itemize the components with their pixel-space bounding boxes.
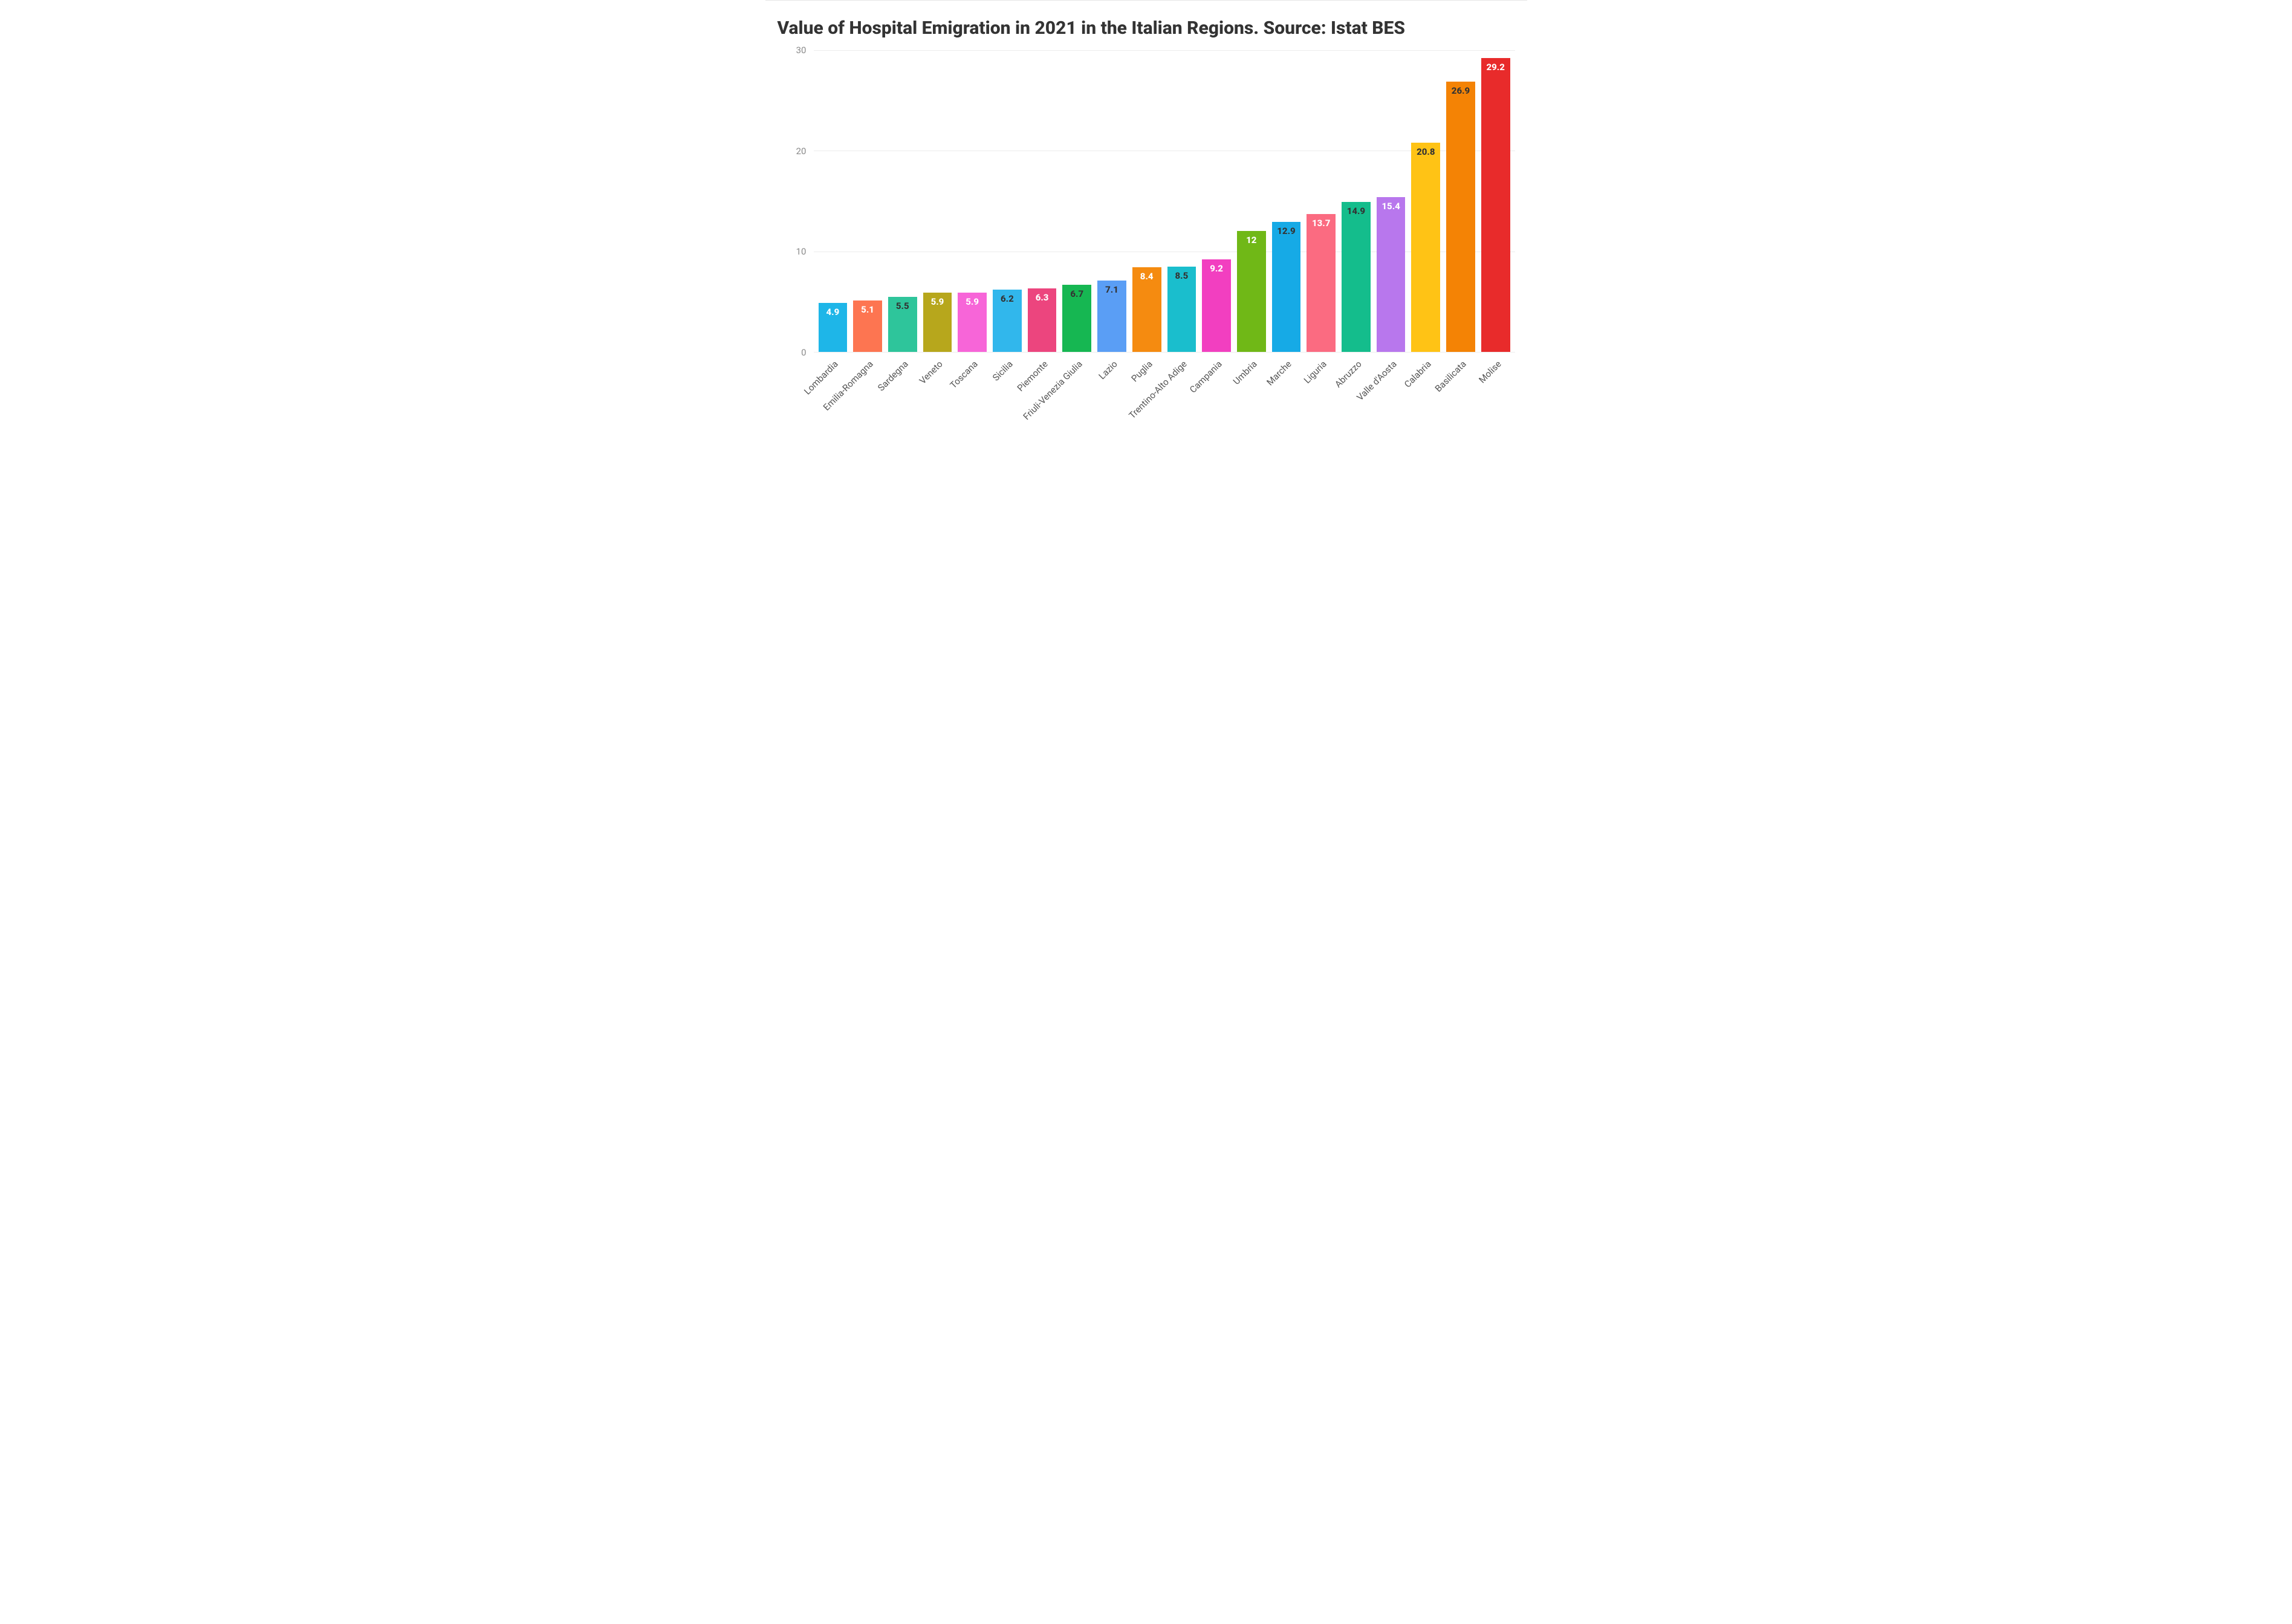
bar-slot: 5.9 (958, 50, 987, 352)
bar-value-label: 20.8 (1417, 146, 1435, 157)
bar: 5.1 (853, 300, 882, 352)
chart-title: Value of Hospital Emigration in 2021 in … (778, 18, 1515, 39)
bar-slot: 12.9 (1272, 50, 1301, 352)
bar: 14.9 (1342, 202, 1371, 352)
bar: 6.2 (993, 290, 1022, 352)
bar: 4.9 (819, 303, 848, 352)
bar-value-label: 7.1 (1105, 284, 1118, 295)
bar-value-label: 12 (1246, 235, 1256, 245)
x-tick-label: Umbria (1231, 359, 1259, 387)
bar: 7.1 (1097, 281, 1126, 352)
bar-slot: 8.4 (1132, 50, 1161, 352)
x-tick-label: Liguria (1302, 359, 1329, 386)
bar-value-label: 6.7 (1070, 288, 1083, 299)
x-tick-label: Piemonte (1015, 359, 1050, 394)
bar: 5.9 (923, 293, 952, 352)
bar-value-label: 5.9 (931, 296, 944, 307)
bar-slot: 20.8 (1411, 50, 1440, 352)
bar: 9.2 (1202, 259, 1231, 352)
x-tick-label: Veneto (917, 359, 945, 386)
bar-slot: 6.2 (993, 50, 1022, 352)
bar-value-label: 26.9 (1452, 85, 1470, 96)
bar-value-label: 9.2 (1210, 263, 1223, 274)
bar-slot: 13.7 (1307, 50, 1336, 352)
x-tick-label: Sardegna (875, 359, 910, 393)
bar-slot: 6.7 (1062, 50, 1091, 352)
x-tick-label: Trentino-Alto Adige (1127, 359, 1189, 421)
chart-container: Value of Hospital Emigration in 2021 in … (765, 0, 1527, 455)
bar: 6.3 (1028, 288, 1057, 352)
bar-slot: 5.9 (923, 50, 952, 352)
bar: 8.4 (1132, 267, 1161, 352)
bar-slot: 26.9 (1446, 50, 1475, 352)
x-tick-label: Sicilia (990, 359, 1015, 383)
bar: 5.5 (888, 297, 917, 352)
plot: 4.9 5.1 5.5 5.9 5.9 6.2 6.3 6.7 7.1 8.4 8.5 9.2 12 12… (814, 50, 1515, 352)
bar-value-label: 15.4 (1381, 201, 1400, 212)
bar: 5.9 (958, 293, 987, 352)
x-tick-label: Puglia (1129, 359, 1154, 384)
bar-slot: 12 (1237, 50, 1266, 352)
bar-value-label: 13.7 (1312, 218, 1330, 229)
bar: 8.5 (1167, 267, 1196, 352)
y-tick-label: 20 (796, 146, 807, 157)
x-tick-label: Lazio (1097, 359, 1120, 382)
bar-value-label: 5.9 (966, 296, 979, 307)
bar-slot: 4.9 (819, 50, 848, 352)
bars-group: 4.9 5.1 5.5 5.9 5.9 6.2 6.3 6.7 7.1 8.4 8.5 9.2 12 12… (814, 50, 1515, 352)
x-tick-label: Friuli-Venezia Giulia (1021, 359, 1085, 422)
bar-value-label: 29.2 (1487, 62, 1505, 73)
bar-slot: 5.1 (853, 50, 882, 352)
bar-slot: 5.5 (888, 50, 917, 352)
bar: 13.7 (1307, 214, 1336, 352)
bar-value-label: 5.5 (896, 300, 909, 311)
bar: 6.7 (1062, 285, 1091, 352)
bar: 12 (1237, 231, 1266, 352)
bar-slot: 6.3 (1028, 50, 1057, 352)
x-tick-label: Campania (1187, 359, 1224, 395)
bar: 29.2 (1481, 58, 1510, 352)
bar-value-label: 8.5 (1175, 270, 1189, 281)
x-tick-label: Marche (1265, 359, 1294, 388)
bar: 20.8 (1411, 143, 1440, 352)
bar-slot: 7.1 (1097, 50, 1126, 352)
y-axis: 0102030 (778, 50, 814, 352)
bar-slot: 15.4 (1377, 50, 1406, 352)
y-tick-label: 30 (796, 45, 807, 56)
y-tick-label: 0 (801, 347, 806, 358)
x-tick-label: Calabria (1402, 359, 1433, 390)
bar: 15.4 (1377, 197, 1406, 352)
bar-value-label: 6.3 (1036, 292, 1049, 303)
bar-slot: 8.5 (1167, 50, 1196, 352)
bar: 12.9 (1272, 222, 1301, 352)
plot-outer: 4.9 5.1 5.5 5.9 5.9 6.2 6.3 6.7 7.1 8.4 8.5 9.2 12 12… (814, 50, 1515, 443)
bar-value-label: 14.9 (1347, 206, 1365, 216)
x-tick-label: Molise (1476, 359, 1503, 385)
x-tick-label: Toscana (948, 359, 980, 391)
y-tick-label: 10 (796, 246, 807, 257)
chart-area: 0102030 4.95.15.55.95.96.26.36.77.18.48.… (778, 50, 1515, 443)
bar-value-label: 12.9 (1277, 226, 1295, 236)
x-tick-label: Basilicata (1433, 359, 1469, 394)
bar-value-label: 4.9 (826, 307, 839, 317)
x-tick-label: Abruzzo (1333, 359, 1364, 390)
bar-value-label: 5.1 (861, 304, 874, 315)
bar-slot: 14.9 (1342, 50, 1371, 352)
bar-value-label: 6.2 (1001, 293, 1014, 304)
bar-slot: 29.2 (1481, 50, 1510, 352)
bar-slot: 9.2 (1202, 50, 1231, 352)
bar-value-label: 8.4 (1140, 271, 1154, 282)
bar: 26.9 (1446, 82, 1475, 352)
